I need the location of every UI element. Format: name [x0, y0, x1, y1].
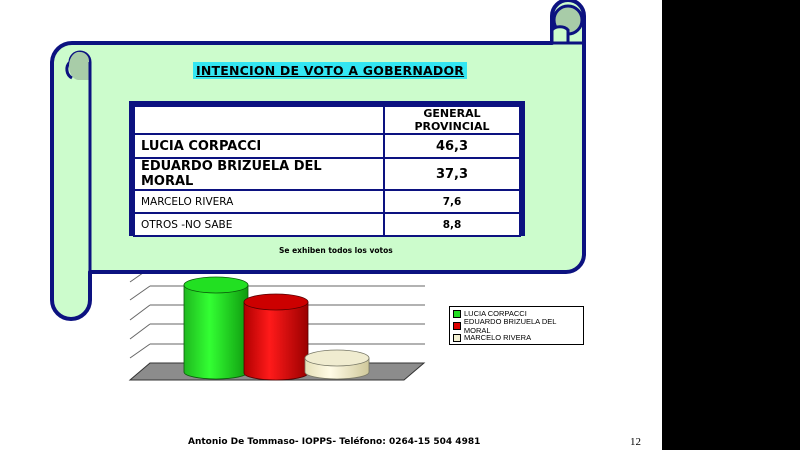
legend-swatch-green [453, 309, 461, 318]
candidate-value: 46,3 [383, 133, 521, 159]
legend-swatch-cream [453, 333, 461, 342]
legend-label: EDUARDO BRIZUELA DEL MORAL [463, 316, 557, 335]
legend-item: LUCIA CORPACCI [453, 308, 583, 319]
table-row: EDUARDO BRIZUELA DEL MORAL 37,3 [133, 157, 521, 191]
legend-label: MARCELO RIVERA [464, 333, 532, 342]
candidate-name: MARCELO RIVERA [133, 189, 385, 214]
results-table: GENERAL PROVINCIAL LUCIA CORPACCI 46,3 E… [129, 101, 525, 237]
table-row: LUCIA CORPACCI 46,3 [133, 133, 521, 159]
candidate-value: 37,3 [383, 157, 521, 191]
legend-label: LUCIA CORPACCI [464, 309, 527, 318]
header-cell-general-provincial: GENERAL PROVINCIAL [383, 105, 521, 135]
note-text: Se exhiben todos los votos [279, 246, 393, 255]
legend-item: EDUARDO BRIZUELA DEL MORAL [453, 317, 583, 335]
table-header-row: GENERAL PROVINCIAL [133, 105, 521, 135]
footer-contact: Antonio De Tommaso- IOPPS- Teléfono: 026… [188, 437, 481, 447]
candidate-name: OTROS -NO SABE [133, 212, 385, 237]
candidate-value: 8,8 [383, 212, 521, 237]
chart-legend: LUCIA CORPACCI EDUARDO BRIZUELA DEL MORA… [449, 306, 584, 345]
legend-item: MARCELO RIVERA [453, 332, 583, 343]
page-number: 12 [630, 436, 641, 448]
chart-3d [128, 267, 426, 381]
right-black-margin [662, 0, 800, 450]
candidate-name: EDUARDO BRIZUELA DEL MORAL [133, 157, 385, 191]
header-cell-empty [133, 105, 385, 135]
candidate-name: LUCIA CORPACCI [133, 133, 385, 159]
document-title: INTENCION DE VOTO A GOBERNADOR [193, 62, 468, 79]
candidate-value: 7,6 [383, 189, 521, 214]
table-row: MARCELO RIVERA 7,6 [133, 189, 521, 214]
table-row: OTROS -NO SABE 8,8 [133, 212, 521, 237]
legend-swatch-red [453, 321, 461, 330]
